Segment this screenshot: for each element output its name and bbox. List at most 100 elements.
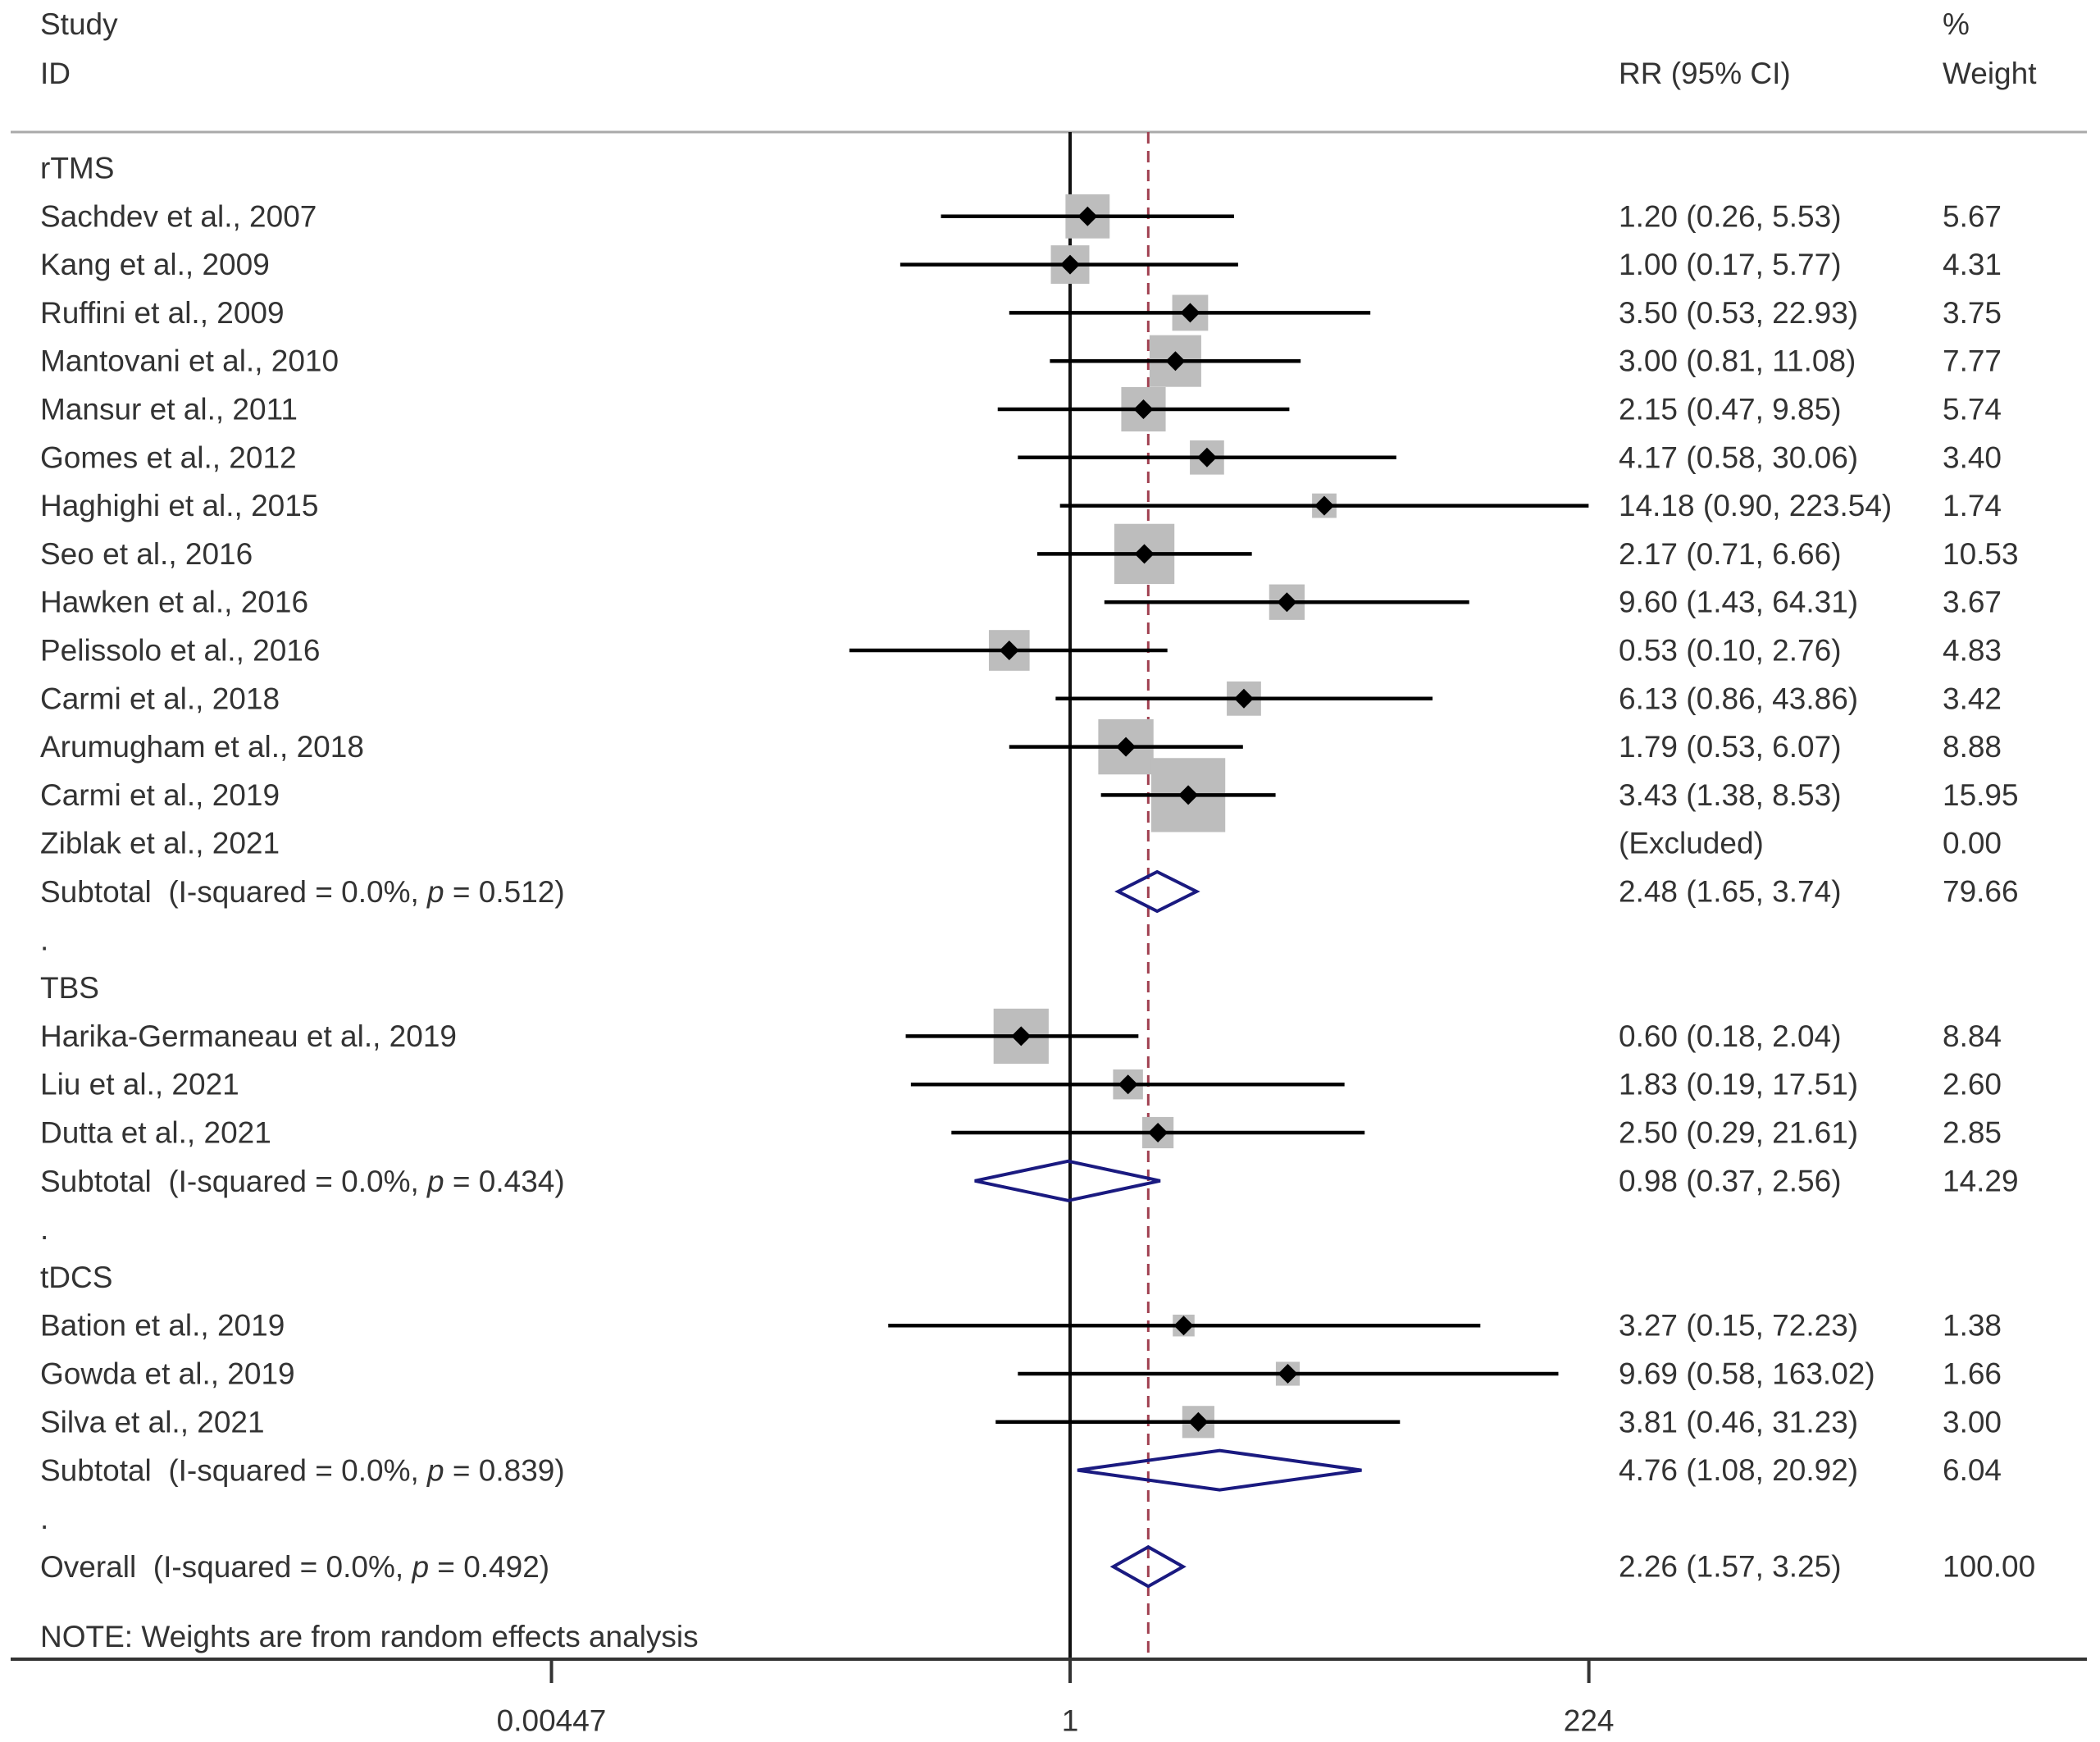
study-label: Pelissolo et al., 2016 xyxy=(40,634,320,668)
study-weight-text: 5.74 xyxy=(1943,393,2002,426)
study-point-estimate xyxy=(1165,351,1186,372)
subtotal-ci-text: 0.98 (0.37, 2.56) xyxy=(1619,1164,1842,1197)
study-ci-text: 2.50 (0.29, 21.61) xyxy=(1619,1116,1858,1150)
overall-label: Overall (I-squared = 0.0%, p = 0.492) xyxy=(40,1550,549,1584)
study-ci-text: 9.60 (1.43, 64.31) xyxy=(1619,586,1858,619)
study-ci-text: 6.13 (0.86, 43.86) xyxy=(1619,682,1858,715)
subtotal-weight-text: 6.04 xyxy=(1943,1453,2002,1487)
study-label: Ziblak et al., 2021 xyxy=(40,827,280,860)
header-id: ID xyxy=(40,57,71,90)
subtotal-weight-text: 79.66 xyxy=(1943,875,2019,909)
study-point-estimate xyxy=(1278,1364,1298,1384)
study-weight-text: 0.00 xyxy=(1943,827,2002,860)
study-ci-text: 1.79 (0.53, 6.07) xyxy=(1619,730,1842,764)
study-ci-text: 1.83 (0.19, 17.51) xyxy=(1619,1068,1858,1101)
study-weight-text: 3.00 xyxy=(1943,1405,2002,1439)
study-weight-text: 7.77 xyxy=(1943,344,2002,378)
study-point-estimate xyxy=(1233,688,1254,709)
study-ci-text: 0.60 (0.18, 2.04) xyxy=(1619,1019,1842,1053)
study-weight-text: 1.74 xyxy=(1943,489,2002,522)
header-percent: % xyxy=(1943,7,1970,41)
subtotal-diamond xyxy=(1114,869,1200,914)
study-ci-text: 3.50 (0.53, 22.93) xyxy=(1619,296,1858,330)
study-label: Arumugham et al., 2018 xyxy=(40,730,364,764)
group-label: rTMS xyxy=(40,152,114,185)
study-label: Bation et al., 2019 xyxy=(40,1309,285,1343)
study-ci-text: 3.00 (0.81, 11.08) xyxy=(1619,344,1856,378)
study-label: Gomes et al., 2012 xyxy=(40,440,297,474)
study-point-estimate xyxy=(1196,447,1217,467)
group-separator: . xyxy=(40,923,48,956)
subtotal-diamond xyxy=(974,1159,1161,1202)
study-label: Sachdev et al., 2007 xyxy=(40,199,317,233)
study-ci-text: 9.69 (0.58, 163.02) xyxy=(1619,1357,1875,1391)
study-weight-text: 3.75 xyxy=(1943,296,2002,330)
overall-ci-text: 2.26 (1.57, 3.25) xyxy=(1619,1550,1842,1584)
study-ci-text: 1.20 (0.26, 5.53) xyxy=(1619,199,1842,233)
study-point-estimate xyxy=(999,641,1019,660)
header-weight: Weight xyxy=(1943,57,2037,90)
study-point-estimate xyxy=(1134,544,1155,564)
study-weight-text: 1.66 xyxy=(1943,1357,2002,1391)
study-label: Mansur et al., 2011 xyxy=(40,393,298,426)
study-weight-text: 5.67 xyxy=(1943,199,2002,233)
study-label: Gowda et al., 2019 xyxy=(40,1357,295,1391)
study-point-estimate xyxy=(1173,1316,1194,1336)
study-label: Liu et al., 2021 xyxy=(40,1068,239,1101)
group-label: tDCS xyxy=(40,1261,112,1294)
group-separator: . xyxy=(40,1502,48,1535)
subtotal-weight-text: 14.29 xyxy=(1943,1164,2019,1197)
study-point-estimate xyxy=(1178,785,1199,805)
study-ci-text: 2.17 (0.71, 6.66) xyxy=(1619,537,1842,571)
study-label: Harika-Germaneau et al., 2019 xyxy=(40,1019,457,1053)
study-ci-text: 4.17 (0.58, 30.06) xyxy=(1619,440,1858,474)
study-point-estimate xyxy=(1188,1411,1209,1432)
study-point-estimate xyxy=(1180,303,1200,323)
overall-diamond xyxy=(1109,1544,1187,1589)
subtotal-ci-text: 4.76 (1.08, 20.92) xyxy=(1619,1453,1858,1487)
study-weight-text: 4.83 xyxy=(1943,634,2002,668)
study-weight-text: 2.85 xyxy=(1943,1116,2002,1150)
study-ci-text: (Excluded) xyxy=(1619,827,1764,860)
subtotal-label: Subtotal (I-squared = 0.0%, p = 0.512) xyxy=(40,875,565,909)
footnote: NOTE: Weights are from random effects an… xyxy=(40,1620,699,1653)
study-point-estimate xyxy=(1116,736,1137,757)
group-separator: . xyxy=(40,1212,48,1246)
study-weight-text: 1.38 xyxy=(1943,1309,2002,1343)
subtotal-ci-text: 2.48 (1.65, 3.74) xyxy=(1619,875,1842,909)
study-point-estimate xyxy=(1277,592,1297,613)
subtotal-label: Subtotal (I-squared = 0.0%, p = 0.434) xyxy=(40,1164,565,1197)
study-weight-text: 10.53 xyxy=(1943,537,2019,571)
study-weight-text: 8.88 xyxy=(1943,730,2002,764)
study-ci-text: 14.18 (0.90, 223.54) xyxy=(1619,489,1892,522)
study-label: Carmi et al., 2019 xyxy=(40,778,280,812)
study-label: Kang et al., 2009 xyxy=(40,248,270,281)
study-ci-text: 0.53 (0.10, 2.76) xyxy=(1619,634,1842,668)
study-weight-text: 15.95 xyxy=(1943,778,2019,812)
study-weight-text: 4.31 xyxy=(1943,248,2002,281)
study-ci-text: 1.00 (0.17, 5.77) xyxy=(1619,248,1842,281)
study-weight-text: 2.60 xyxy=(1943,1068,2002,1101)
study-point-estimate xyxy=(1077,206,1098,226)
study-point-estimate xyxy=(1118,1074,1138,1095)
group-label: TBS xyxy=(40,971,99,1005)
study-point-estimate xyxy=(1133,399,1154,419)
overall-weight-text: 100.00 xyxy=(1943,1550,2035,1584)
study-point-estimate xyxy=(1148,1123,1168,1142)
study-label: Seo et al., 2016 xyxy=(40,537,253,571)
study-label: Carmi et al., 2018 xyxy=(40,682,280,715)
subtotal-label: Subtotal (I-squared = 0.0%, p = 0.839) xyxy=(40,1453,565,1487)
study-point-estimate xyxy=(1011,1026,1032,1047)
study-label: Silva et al., 2021 xyxy=(40,1405,265,1439)
x-tick-label: 224 xyxy=(1564,1704,1615,1738)
study-weight-text: 3.40 xyxy=(1943,440,2002,474)
header-study: Study xyxy=(40,7,118,41)
study-weight-text: 3.67 xyxy=(1943,586,2002,619)
study-weight-text: 8.84 xyxy=(1943,1019,2002,1053)
x-tick-label: 0.00447 xyxy=(497,1704,607,1738)
study-weight-text: 3.42 xyxy=(1943,682,2002,715)
study-label: Hawken et al., 2016 xyxy=(40,586,308,619)
study-label: Haghighi et al., 2015 xyxy=(40,489,318,522)
study-label: Dutta et al., 2021 xyxy=(40,1116,271,1150)
